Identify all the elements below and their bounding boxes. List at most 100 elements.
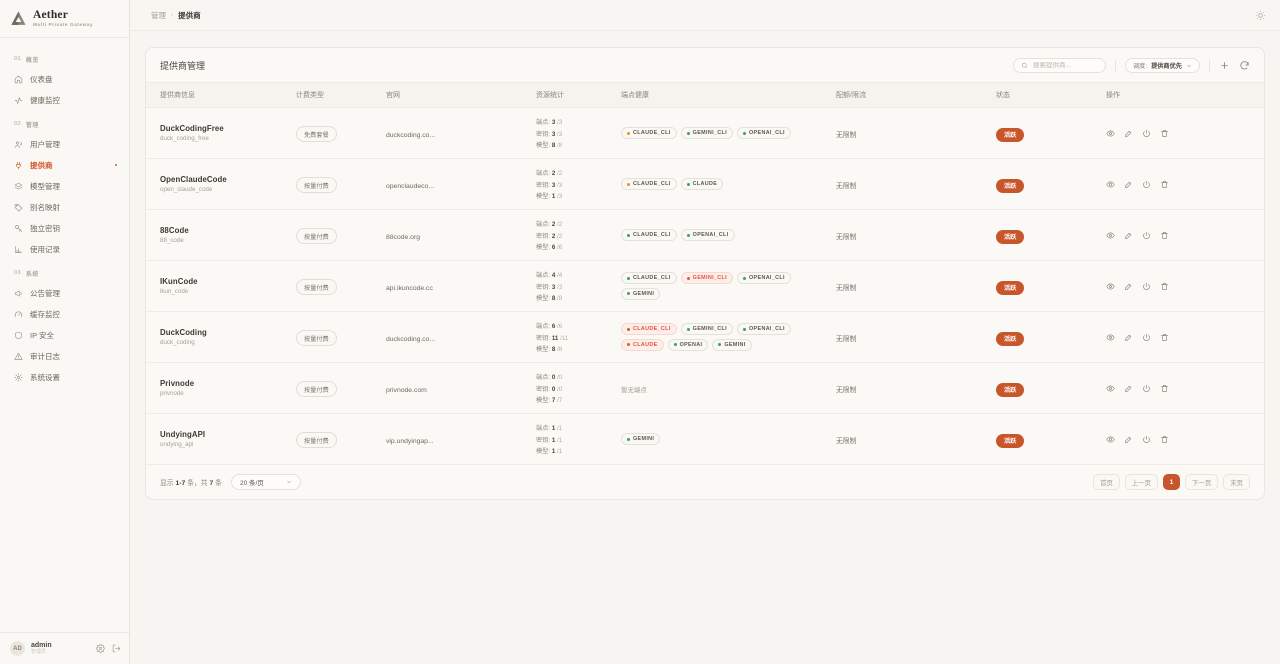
health-badge[interactable]: OPENAI_CLI <box>737 127 791 139</box>
sun-icon[interactable] <box>1255 10 1266 21</box>
health-badge-label: CLAUDE <box>692 181 718 187</box>
power-icon[interactable] <box>1142 129 1151 138</box>
health-badge[interactable]: OPENAI_CLI <box>737 272 791 284</box>
health-badge[interactable]: OPENAI <box>667 339 709 351</box>
plus-icon[interactable] <box>1219 60 1230 71</box>
trash-icon[interactable] <box>1160 129 1169 138</box>
website-link[interactable]: duckcoding.co... <box>386 132 436 139</box>
cell-billing: 按量付费 <box>296 158 386 210</box>
edit-icon[interactable] <box>1124 333 1133 342</box>
sidebar-item-5-g1[interactable]: 使用记录 <box>0 239 129 260</box>
gear-icon[interactable] <box>96 644 105 653</box>
sidebar-item-3-g2[interactable]: 审计日志 <box>0 346 129 367</box>
sidebar-item-1-g2[interactable]: 缓存监控 <box>0 304 129 325</box>
health-badge[interactable]: GEMINI_CLI <box>680 127 734 139</box>
health-badge[interactable]: CLAUDE_CLI <box>621 229 677 241</box>
website-link[interactable]: openclaudeco... <box>386 183 434 190</box>
sidebar-item-3-g1[interactable]: 别名映射 <box>0 197 129 218</box>
pagination-button[interactable]: 1 <box>1163 474 1181 490</box>
power-icon[interactable] <box>1142 231 1151 240</box>
health-badge[interactable]: OPENAI_CLI <box>737 323 791 335</box>
search-box[interactable] <box>1012 58 1106 73</box>
trash-icon[interactable] <box>1160 231 1169 240</box>
sidebar-item-1-g1[interactable]: 提供商 <box>0 155 129 176</box>
sidebar-item-0-g1[interactable]: 用户管理 <box>0 134 129 155</box>
eye-icon[interactable] <box>1106 282 1115 291</box>
cell-billing: 按量付费 <box>296 260 386 312</box>
website-link[interactable]: duckcoding.co... <box>386 336 436 343</box>
health-badge[interactable]: CLAUDE_CLI <box>621 272 677 284</box>
search-input[interactable] <box>1032 62 1098 69</box>
sidebar-item-1-g0[interactable]: 健康监控 <box>0 90 129 111</box>
website-link[interactable]: privnode.com <box>386 387 427 394</box>
power-icon[interactable] <box>1142 435 1151 444</box>
sidebar-item-4-g1[interactable]: 独立密钥 <box>0 218 129 239</box>
pagination-button[interactable]: 末页 <box>1223 474 1250 490</box>
power-icon[interactable] <box>1142 333 1151 342</box>
health-badge[interactable]: CLAUDE_CLI <box>621 127 677 139</box>
power-icon[interactable] <box>1142 384 1151 393</box>
table-row[interactable]: Privnode privnode 按量付费 privnode.com 端点: 0 /0… <box>146 362 1264 414</box>
health-badge[interactable]: CLAUDE <box>621 339 664 351</box>
health-badges: CLAUDE_CLI CLAUDE <box>621 178 826 190</box>
edit-icon[interactable] <box>1124 180 1133 189</box>
cell-quota: 无限制 <box>836 413 996 465</box>
eye-icon[interactable] <box>1106 333 1115 342</box>
pagination-button[interactable]: 下一页 <box>1185 474 1219 490</box>
trash-icon[interactable] <box>1160 435 1169 444</box>
breadcrumb-parent[interactable]: 管理 <box>151 10 166 20</box>
eye-icon[interactable] <box>1106 129 1115 138</box>
tag-icon <box>14 203 23 212</box>
edit-icon[interactable] <box>1124 384 1133 393</box>
sidebar-item-2-g2[interactable]: IP 安全 <box>0 325 129 346</box>
health-badge[interactable]: GEMINI_CLI <box>680 272 734 284</box>
power-icon[interactable] <box>1142 282 1151 291</box>
table-row[interactable]: 88Code 88_code 按量付费 88code.org 端点: 2 /2 密钥: 2… <box>146 209 1264 261</box>
sidebar-item-2-g1[interactable]: 模型管理 <box>0 176 129 197</box>
health-badge[interactable]: GEMINI_CLI <box>680 323 734 335</box>
table-row[interactable]: DuckCoding duck_coding 按量付费 duckcoding.co..… <box>146 311 1264 363</box>
health-badge[interactable]: CLAUDE_CLI <box>621 178 677 190</box>
health-badge[interactable]: GEMINI <box>712 339 752 351</box>
website-link[interactable]: 88code.org <box>386 234 421 241</box>
health-badge[interactable]: GEMINI <box>621 433 661 445</box>
scheduler-select[interactable]: 调度: 提供商优先 <box>1124 58 1200 73</box>
sidebar-user-box[interactable]: AD admin 管理员 <box>0 632 129 664</box>
table-row[interactable]: IKunCode ikun_code 按量付费 api.ikuncode.cc 端点: … <box>146 260 1264 312</box>
logout-icon[interactable] <box>112 644 121 653</box>
col-billing-type: 计费类型 <box>296 82 386 108</box>
trash-icon[interactable] <box>1160 333 1169 342</box>
table-row[interactable]: UndyingAPI undying_api 按量付费 vip.undyingap..… <box>146 413 1264 465</box>
eye-icon[interactable] <box>1106 435 1115 444</box>
health-badge[interactable]: CLAUDE <box>680 178 724 190</box>
eye-icon[interactable] <box>1106 180 1115 189</box>
refresh-icon[interactable] <box>1239 60 1250 71</box>
sidebar-item-0-g2[interactable]: 公告管理 <box>0 283 129 304</box>
edit-icon[interactable] <box>1124 231 1133 240</box>
table-row[interactable]: OpenClaudeCode open_claude_code 按量付费 opencl… <box>146 158 1264 210</box>
website-link[interactable]: vip.undyingap... <box>386 438 434 445</box>
page-size-select[interactable]: 20 条/页 <box>230 474 301 490</box>
sidebar-item-4-g2[interactable]: 系统设置 <box>0 367 129 388</box>
trash-icon[interactable] <box>1160 282 1169 291</box>
edit-icon[interactable] <box>1124 282 1133 291</box>
brand[interactable]: Aether Multi Private Gateway <box>0 0 129 37</box>
sidebar-item-0-g0[interactable]: 仪表盘 <box>0 69 129 90</box>
eye-icon[interactable] <box>1106 384 1115 393</box>
eye-icon[interactable] <box>1106 231 1115 240</box>
stat-models: 模型: 1 /1 <box>536 448 563 455</box>
power-icon[interactable] <box>1142 180 1151 189</box>
health-badge[interactable]: OPENAI_CLI <box>680 229 735 241</box>
pagination-button[interactable]: 上一页 <box>1124 474 1159 490</box>
trash-icon[interactable] <box>1160 180 1169 189</box>
pagination-button[interactable]: 首页 <box>1093 474 1120 490</box>
health-badge[interactable]: GEMINI <box>621 288 661 300</box>
quota-value: 无限制 <box>836 387 857 394</box>
website-link[interactable]: api.ikuncode.cc <box>386 285 433 292</box>
edit-icon[interactable] <box>1124 435 1133 444</box>
table-row[interactable]: DuckCodingFree duck_coding_free 免费套餐 duckco… <box>146 107 1264 159</box>
trash-icon[interactable] <box>1160 384 1169 393</box>
edit-icon[interactable] <box>1124 129 1133 138</box>
health-badge[interactable]: CLAUDE_CLI <box>621 323 677 335</box>
cell-provider-info: DuckCoding duck_coding <box>146 311 296 363</box>
